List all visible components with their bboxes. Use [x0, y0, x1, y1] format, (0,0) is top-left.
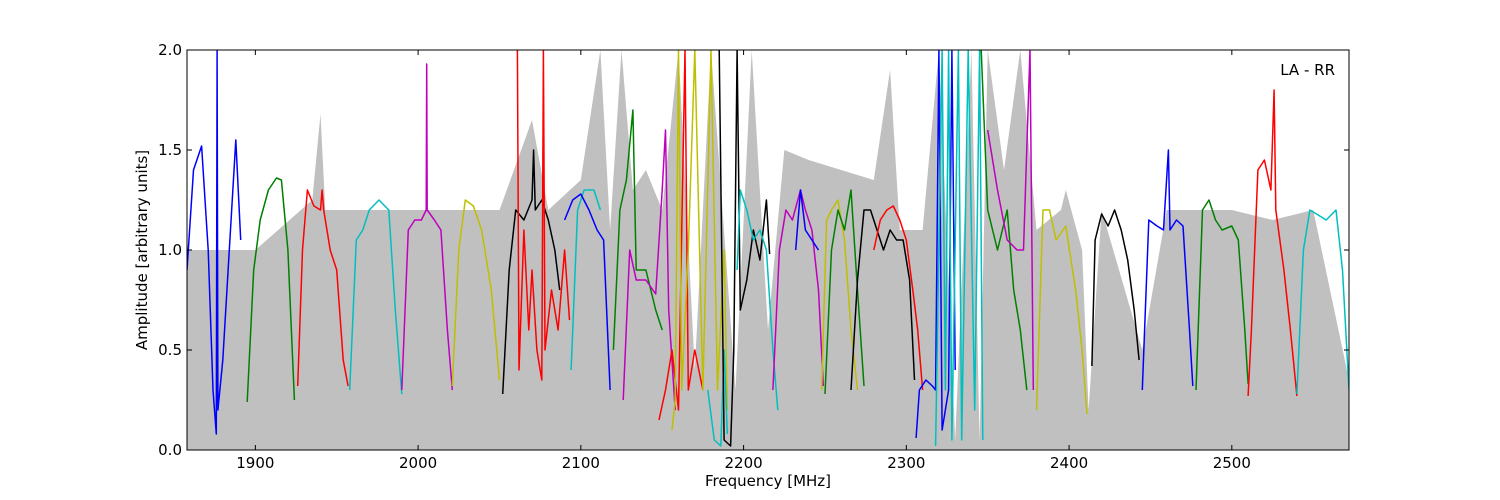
series-line-13	[658, 50, 704, 421]
x-axis-ticks: 1900 2000 2100 2200 2300 2400 2500	[236, 50, 1251, 472]
series-line-8	[516, 50, 571, 381]
y-tick-label: 0.5	[158, 341, 182, 359]
x-tick-label: 2100	[562, 454, 600, 472]
series-layer	[187, 50, 1349, 447]
series-line-20	[820, 199, 859, 391]
y-tick-label: 0.0	[158, 441, 182, 459]
series-line-3	[296, 189, 349, 387]
y-tick-label: 1.5	[158, 141, 182, 159]
series-line-33	[1296, 209, 1349, 395]
background-envelope-layer	[187, 50, 1349, 450]
series-line-26	[980, 50, 1028, 391]
series-line-23	[873, 205, 924, 391]
series-line-31	[1195, 199, 1249, 391]
series-line-19	[794, 189, 820, 251]
series-line-30	[1141, 149, 1194, 391]
series-line-27	[986, 50, 1035, 391]
x-tick-label: 2400	[1050, 454, 1088, 472]
series-line-4	[348, 199, 403, 395]
series-line-16	[718, 50, 771, 447]
series-line-2	[246, 177, 296, 403]
series-line-1	[187, 50, 242, 435]
series-line-6	[451, 199, 501, 387]
series-line-7	[501, 149, 561, 395]
series-line-15	[707, 349, 729, 447]
series-line-5	[401, 63, 454, 391]
x-tick-label: 2300	[887, 454, 925, 472]
series-line-14	[671, 50, 729, 431]
series-line-9	[570, 189, 602, 371]
background-envelope	[187, 50, 1349, 450]
x-tick-label: 2000	[399, 454, 437, 472]
y-axis-ticks: 0.0 0.5 1.0 1.5 2.0	[158, 41, 1349, 459]
series-line-32	[1247, 89, 1298, 397]
series-line-28	[1035, 209, 1088, 415]
series-line-25	[934, 50, 984, 447]
series-line-10	[563, 193, 611, 391]
x-axis-title: Frequency [MHz]	[705, 472, 831, 490]
x-tick-label: 2500	[1213, 454, 1251, 472]
series-line-11	[612, 109, 663, 351]
series-line-17	[736, 189, 779, 411]
y-axis-title: Amplitude [arbitrary units]	[133, 150, 151, 350]
x-tick-label: 1900	[236, 454, 274, 472]
y-tick-label: 2.0	[158, 41, 182, 59]
chart-annotation: LA - RR	[1280, 61, 1335, 79]
x-tick-label: 2200	[724, 454, 762, 472]
series-line-22	[850, 209, 916, 391]
y-tick-label: 1.0	[158, 241, 182, 259]
series-line-12	[622, 129, 676, 411]
series-line-29	[1091, 209, 1140, 367]
